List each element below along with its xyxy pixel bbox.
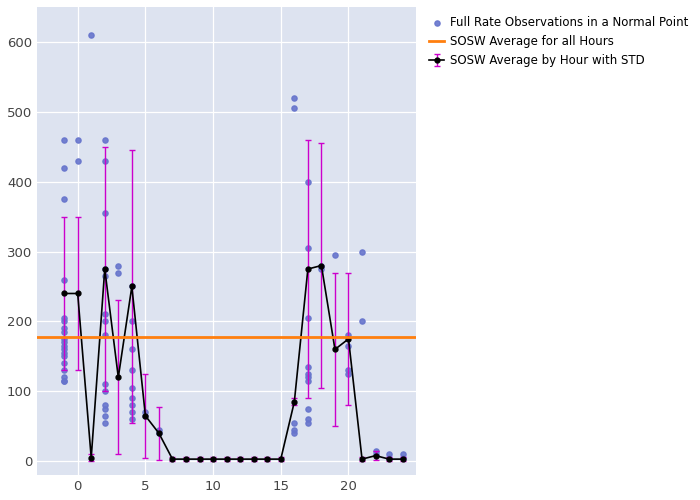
Full Rate Observations in a Normal Point: [343, 366, 354, 374]
Full Rate Observations in a Normal Point: [356, 318, 368, 326]
Full Rate Observations in a Normal Point: [59, 377, 70, 385]
Full Rate Observations in a Normal Point: [99, 265, 111, 273]
Full Rate Observations in a Normal Point: [288, 430, 300, 438]
SOSW Average for all Hours: [87, 334, 95, 340]
Full Rate Observations in a Normal Point: [59, 338, 70, 346]
Full Rate Observations in a Normal Point: [126, 282, 137, 290]
Full Rate Observations in a Normal Point: [397, 454, 408, 462]
Full Rate Observations in a Normal Point: [99, 419, 111, 427]
Full Rate Observations in a Normal Point: [153, 426, 164, 434]
Full Rate Observations in a Normal Point: [288, 419, 300, 427]
Full Rate Observations in a Normal Point: [302, 405, 314, 413]
Full Rate Observations in a Normal Point: [302, 377, 314, 385]
Full Rate Observations in a Normal Point: [302, 374, 314, 382]
Full Rate Observations in a Normal Point: [59, 164, 70, 172]
Full Rate Observations in a Normal Point: [99, 332, 111, 340]
Full Rate Observations in a Normal Point: [99, 402, 111, 409]
Full Rate Observations in a Normal Point: [59, 342, 70, 350]
Full Rate Observations in a Normal Point: [59, 324, 70, 332]
Full Rate Observations in a Normal Point: [302, 314, 314, 322]
Full Rate Observations in a Normal Point: [113, 262, 124, 270]
Full Rate Observations in a Normal Point: [384, 450, 395, 458]
Full Rate Observations in a Normal Point: [59, 349, 70, 357]
Full Rate Observations in a Normal Point: [343, 332, 354, 340]
Full Rate Observations in a Normal Point: [302, 363, 314, 371]
Full Rate Observations in a Normal Point: [85, 31, 97, 39]
Full Rate Observations in a Normal Point: [153, 430, 164, 438]
Full Rate Observations in a Normal Point: [99, 388, 111, 396]
Full Rate Observations in a Normal Point: [356, 248, 368, 256]
Full Rate Observations in a Normal Point: [59, 328, 70, 336]
Full Rate Observations in a Normal Point: [370, 450, 382, 458]
Full Rate Observations in a Normal Point: [59, 335, 70, 343]
Full Rate Observations in a Normal Point: [126, 346, 137, 354]
Full Rate Observations in a Normal Point: [59, 276, 70, 283]
Full Rate Observations in a Normal Point: [99, 209, 111, 217]
Full Rate Observations in a Normal Point: [59, 374, 70, 382]
Full Rate Observations in a Normal Point: [126, 408, 137, 416]
Full Rate Observations in a Normal Point: [59, 352, 70, 360]
Full Rate Observations in a Normal Point: [302, 416, 314, 424]
Full Rate Observations in a Normal Point: [72, 156, 83, 164]
Full Rate Observations in a Normal Point: [99, 318, 111, 326]
SOSW Average for all Hours: [74, 334, 82, 340]
Full Rate Observations in a Normal Point: [99, 380, 111, 388]
Full Rate Observations in a Normal Point: [126, 402, 137, 409]
Full Rate Observations in a Normal Point: [59, 377, 70, 385]
Full Rate Observations in a Normal Point: [126, 366, 137, 374]
Full Rate Observations in a Normal Point: [288, 104, 300, 112]
Full Rate Observations in a Normal Point: [59, 195, 70, 203]
Full Rate Observations in a Normal Point: [99, 412, 111, 420]
Full Rate Observations in a Normal Point: [126, 416, 137, 424]
Full Rate Observations in a Normal Point: [397, 450, 408, 458]
Full Rate Observations in a Normal Point: [316, 265, 327, 273]
Full Rate Observations in a Normal Point: [59, 314, 70, 322]
Full Rate Observations in a Normal Point: [330, 251, 341, 259]
Full Rate Observations in a Normal Point: [59, 360, 70, 368]
Full Rate Observations in a Normal Point: [302, 370, 314, 378]
Full Rate Observations in a Normal Point: [99, 136, 111, 143]
Full Rate Observations in a Normal Point: [126, 384, 137, 392]
Full Rate Observations in a Normal Point: [72, 136, 83, 143]
Full Rate Observations in a Normal Point: [302, 419, 314, 427]
Full Rate Observations in a Normal Point: [288, 94, 300, 102]
Full Rate Observations in a Normal Point: [59, 366, 70, 374]
Full Rate Observations in a Normal Point: [126, 318, 137, 326]
Legend: Full Rate Observations in a Normal Point, SOSW Average for all Hours, SOSW Avera: Full Rate Observations in a Normal Point…: [426, 13, 692, 70]
Full Rate Observations in a Normal Point: [99, 272, 111, 280]
Full Rate Observations in a Normal Point: [302, 244, 314, 252]
Full Rate Observations in a Normal Point: [99, 405, 111, 413]
Full Rate Observations in a Normal Point: [59, 318, 70, 326]
Full Rate Observations in a Normal Point: [59, 136, 70, 143]
Full Rate Observations in a Normal Point: [343, 342, 354, 350]
Full Rate Observations in a Normal Point: [126, 394, 137, 402]
Full Rate Observations in a Normal Point: [99, 156, 111, 164]
Full Rate Observations in a Normal Point: [113, 268, 124, 276]
Full Rate Observations in a Normal Point: [140, 412, 151, 420]
Full Rate Observations in a Normal Point: [99, 310, 111, 318]
Full Rate Observations in a Normal Point: [343, 370, 354, 378]
Full Rate Observations in a Normal Point: [140, 408, 151, 416]
Full Rate Observations in a Normal Point: [316, 262, 327, 270]
Full Rate Observations in a Normal Point: [59, 346, 70, 354]
Full Rate Observations in a Normal Point: [288, 426, 300, 434]
Full Rate Observations in a Normal Point: [302, 178, 314, 186]
Full Rate Observations in a Normal Point: [370, 446, 382, 454]
Full Rate Observations in a Normal Point: [384, 454, 395, 462]
